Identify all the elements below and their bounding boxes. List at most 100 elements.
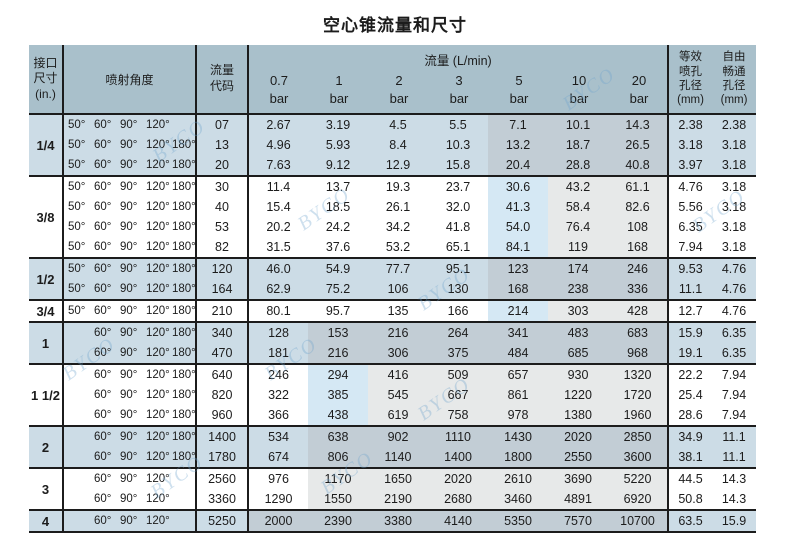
free-passage-cell: 14.3 — [712, 489, 757, 510]
flow-cell: 968 — [608, 343, 670, 364]
angle-value: 120° — [146, 283, 170, 295]
angle-value: 120° — [146, 263, 170, 275]
flow-cell: 18.7 — [548, 135, 608, 155]
table-row: 2 60° 90° 120° 180° 1400 534 638 902 1110 1430 2020… — [29, 425, 757, 468]
angle-value: 90° — [120, 139, 138, 151]
angle-value: 50° — [68, 283, 86, 295]
angle-value: 180° — [172, 389, 196, 401]
flow-code-cell: 164 — [196, 279, 249, 300]
orifice-diameter-cell: 6.35 — [668, 217, 713, 237]
pressure-column-header: 10 bar — [549, 72, 609, 107]
flow-cell: 216 — [368, 321, 428, 343]
flow-cell: 18.5 — [308, 197, 368, 217]
flow-cell: 61.1 — [608, 175, 670, 197]
flow-cell: 15.4 — [248, 197, 308, 217]
flow-cell: 30.6 — [488, 175, 548, 197]
header-line: 接口 — [33, 55, 58, 70]
flow-cell: 34.2 — [368, 217, 428, 237]
angle-value: 60° — [94, 201, 112, 213]
flow-cell: 84.1 — [488, 237, 548, 258]
header-line: 孔径 — [722, 80, 746, 92]
angle-cell: 50° 60° 90° 120° 180° — [63, 299, 197, 322]
angle-value: 90° — [120, 327, 138, 339]
page-title: 空心锥流量和尺寸 — [323, 16, 467, 35]
angle-value: 60° — [94, 181, 112, 193]
flow-cell: 4.96 — [248, 135, 308, 155]
flow-cell: 8.4 — [368, 135, 428, 155]
angle-value: 90° — [120, 159, 138, 171]
table-row: 1 60° 90° 120° 180° 340 128 153 216 264 341 483 683 1… — [29, 321, 757, 364]
angle-cell: 60° 90° 120° 180° — [63, 425, 197, 447]
size-cell: 1/4 — [29, 113, 64, 176]
col-header-free-passage: 自由 畅通 孔径 (mm) — [712, 45, 757, 115]
header-line: 自由 — [722, 51, 746, 64]
table-row: 1 1/2 60° 90° 120° 180° 640 246 294 416 509 657 930… — [29, 363, 757, 426]
spray-angle-label: 喷射角度 — [105, 72, 154, 87]
flow-cell: 24.2 — [308, 217, 368, 237]
angle-value: 120° — [146, 431, 170, 443]
angle-cell: 50° 60° 90° 120° 180° — [63, 257, 197, 279]
free-passage-cell: 6.35 — [712, 321, 757, 343]
free-passage-cell: 15.9 — [712, 509, 757, 532]
angle-value: 180° — [172, 369, 196, 381]
angle-value: 60° — [94, 119, 112, 131]
angle-value: 90° — [120, 369, 138, 381]
angle-value: 90° — [120, 119, 138, 131]
flow-cell: 82.6 — [608, 197, 670, 217]
flow-cell: 638 — [308, 425, 368, 447]
free-passage-cell: 14.3 — [712, 467, 757, 489]
angle-cell: 60° 90° 120° 180° — [63, 363, 197, 385]
flow-code-cell: 470 — [196, 343, 249, 364]
angle-value: 120° — [146, 473, 170, 485]
flow-cell: 5.5 — [428, 113, 488, 135]
header-line: (mm) — [677, 94, 704, 107]
flow-cell: 106 — [368, 279, 428, 300]
angle-value: 60° — [94, 159, 112, 171]
angle-value: 120° — [146, 221, 170, 233]
flow-cell: 1400 — [428, 447, 488, 468]
flow-cell: 375 — [428, 343, 488, 364]
flow-cell: 2850 — [608, 425, 670, 447]
angle-value: 90° — [120, 515, 138, 527]
flow-cell: 181 — [248, 343, 308, 364]
flow-cell: 246 — [248, 363, 308, 385]
flow-cell: 128 — [248, 321, 308, 343]
flow-cell: 13.2 — [488, 135, 548, 155]
orifice-diameter-cell: 15.9 — [668, 321, 713, 343]
orifice-diameter-cell: 4.76 — [668, 175, 713, 197]
flow-cell: 10.1 — [548, 113, 608, 135]
angle-value: 50° — [68, 119, 86, 131]
angle-value: 50° — [68, 181, 86, 193]
flow-code-cell: 120 — [196, 257, 249, 279]
angle-cell: 60° 90° 120° 180° — [63, 405, 197, 426]
angle-value: 90° — [120, 389, 138, 401]
header-line: 畅通 — [722, 65, 746, 78]
pressure-value: 3 — [455, 73, 463, 89]
size-cell: 1 — [29, 321, 64, 364]
angle-value: 120° — [146, 327, 170, 339]
angle-cell: 60° 90° 120° 180° — [63, 447, 197, 468]
angle-cell: 60° 90° 120° 180° — [63, 321, 197, 343]
flow-cell: 2020 — [548, 425, 608, 447]
flow-cell: 1290 — [248, 489, 308, 510]
orifice-diameter-cell: 3.97 — [668, 155, 713, 176]
flow-cell: 3.19 — [308, 113, 368, 135]
flow-cell: 1960 — [608, 405, 670, 426]
flow-cell: 108 — [608, 217, 670, 237]
angle-value: 50° — [68, 263, 86, 275]
angle-cell: 60° 90° 120° 180° — [63, 385, 197, 405]
pressure-column-header: 3 bar — [429, 72, 489, 107]
table-row: 50° 60° 90° 120° 180° 53 20.2 24.2 34.2 41.8 54.0 7… — [29, 217, 757, 237]
flow-cell: 976 — [248, 467, 308, 489]
table-row: 1/4 50° 60° 90° 120° 07 2.67 3.19 4.5 5.5 7.1 10.1 1… — [29, 113, 757, 176]
angle-cell: 60° 90° 120° — [63, 509, 197, 532]
flow-cell: 4140 — [428, 509, 488, 532]
flow-cell: 7570 — [548, 509, 608, 532]
flow-cell: 667 — [428, 385, 488, 405]
flow-cell: 119 — [548, 237, 608, 258]
header-line: 喷孔 — [679, 65, 703, 78]
flow-cell: 657 — [488, 363, 548, 385]
flow-cell: 306 — [368, 343, 428, 364]
table-row: 60° 90° 120° 180° 820 322 385 545 667 861 1220 1720… — [29, 385, 757, 405]
header-line: 等效 — [679, 51, 703, 64]
